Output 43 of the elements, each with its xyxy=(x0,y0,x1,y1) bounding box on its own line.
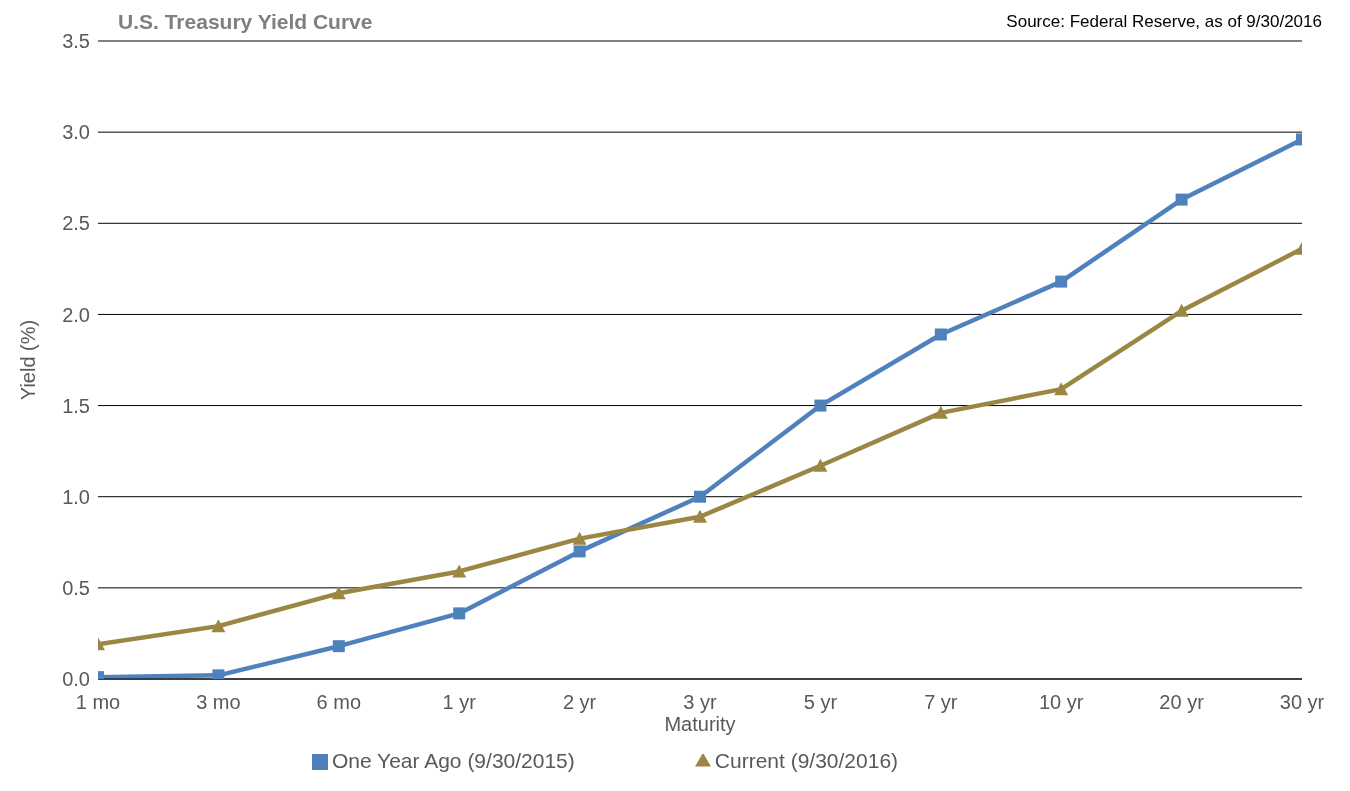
point xyxy=(212,669,225,679)
point xyxy=(1175,193,1188,206)
x-axis-title: Maturity xyxy=(664,713,736,735)
y-tick-label: 2.5 xyxy=(62,212,90,235)
y-tick-label: 1.0 xyxy=(62,485,90,508)
point xyxy=(332,640,345,653)
x-tick-label: 2 yr xyxy=(562,691,597,714)
point xyxy=(452,564,467,578)
x-tick-label: 1 yr xyxy=(442,691,477,714)
source-note: Source: Federal Reserve, as of 9/30/2016 xyxy=(1006,12,1322,32)
legend-label: Current (9/30/2016) xyxy=(714,749,899,772)
point xyxy=(814,399,827,412)
y-tick-label: 1.5 xyxy=(62,394,90,417)
point xyxy=(211,619,226,633)
legend-label: One Year Ago (9/30/2015) xyxy=(331,749,575,772)
y-tick-label: 3.5 xyxy=(62,30,90,53)
point xyxy=(1055,275,1068,288)
point xyxy=(813,458,828,472)
point xyxy=(1054,382,1069,396)
point xyxy=(572,531,587,545)
x-tick-label: 7 yr xyxy=(924,691,958,714)
point xyxy=(694,490,706,503)
chart-title: U.S. Treasury Yield Curve xyxy=(118,10,373,34)
x-tick-label: 1 mo xyxy=(75,691,121,714)
point xyxy=(1174,303,1189,317)
y-tick-label: 2.0 xyxy=(62,303,90,326)
x-tick-label: 5 yr xyxy=(803,691,838,714)
x-tick-label: 6 mo xyxy=(316,691,362,714)
point xyxy=(933,405,948,419)
x-tick-label: 20 yr xyxy=(1159,691,1205,714)
y-tick-label: 0.5 xyxy=(62,576,90,599)
x-tick-label: 30 yr xyxy=(1279,691,1325,714)
y-tick-label: 0.0 xyxy=(62,668,90,691)
point xyxy=(331,586,346,600)
y-axis-title: Yield (%) xyxy=(17,319,40,401)
y-tick-label: 3.0 xyxy=(62,121,90,144)
x-tick-label: 3 mo xyxy=(196,691,241,714)
x-tick-label: 10 yr xyxy=(1038,691,1084,714)
point xyxy=(693,509,707,523)
point xyxy=(573,545,586,558)
x-tick-label: 3 yr xyxy=(683,691,718,714)
point xyxy=(453,607,466,620)
point xyxy=(934,328,947,341)
